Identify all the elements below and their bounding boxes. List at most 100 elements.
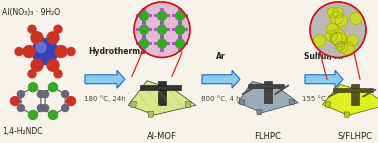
Circle shape bbox=[310, 2, 366, 57]
Text: 1,4-H₂NDC: 1,4-H₂NDC bbox=[2, 127, 42, 136]
Polygon shape bbox=[130, 102, 136, 108]
Circle shape bbox=[341, 42, 355, 55]
Circle shape bbox=[158, 11, 166, 20]
Circle shape bbox=[28, 25, 36, 33]
Circle shape bbox=[335, 15, 347, 27]
Polygon shape bbox=[344, 112, 350, 117]
Text: Al(NO₃)₃ · 9H₂O: Al(NO₃)₃ · 9H₂O bbox=[2, 8, 60, 17]
Circle shape bbox=[62, 91, 69, 98]
Text: Al-MOF: Al-MOF bbox=[147, 132, 177, 141]
Circle shape bbox=[37, 105, 44, 112]
Circle shape bbox=[42, 91, 49, 98]
Circle shape bbox=[139, 39, 149, 48]
Circle shape bbox=[134, 2, 190, 57]
Polygon shape bbox=[202, 70, 240, 88]
Circle shape bbox=[28, 70, 36, 78]
Circle shape bbox=[28, 111, 37, 119]
Circle shape bbox=[36, 43, 46, 52]
Circle shape bbox=[333, 7, 343, 18]
Polygon shape bbox=[185, 102, 191, 108]
Circle shape bbox=[347, 35, 358, 46]
Polygon shape bbox=[160, 36, 164, 51]
Circle shape bbox=[42, 105, 49, 112]
Polygon shape bbox=[178, 36, 182, 51]
Polygon shape bbox=[172, 42, 188, 45]
Polygon shape bbox=[305, 70, 343, 88]
Circle shape bbox=[50, 84, 56, 91]
Circle shape bbox=[337, 42, 348, 53]
Circle shape bbox=[47, 59, 59, 71]
Polygon shape bbox=[178, 22, 182, 38]
Circle shape bbox=[332, 32, 346, 47]
Text: 800 °C, 4 h: 800 °C, 4 h bbox=[201, 95, 241, 102]
Circle shape bbox=[158, 25, 166, 34]
Circle shape bbox=[28, 83, 37, 92]
Polygon shape bbox=[248, 84, 284, 88]
Circle shape bbox=[54, 25, 62, 33]
Circle shape bbox=[67, 97, 76, 106]
Circle shape bbox=[17, 105, 24, 112]
Polygon shape bbox=[322, 84, 378, 115]
Circle shape bbox=[326, 30, 338, 42]
Polygon shape bbox=[154, 14, 170, 17]
Text: 180 °C, 24h: 180 °C, 24h bbox=[84, 95, 126, 102]
Circle shape bbox=[313, 35, 325, 47]
Circle shape bbox=[327, 7, 338, 18]
Circle shape bbox=[67, 48, 75, 55]
Polygon shape bbox=[128, 81, 196, 115]
Circle shape bbox=[48, 111, 57, 119]
Polygon shape bbox=[85, 70, 125, 88]
Polygon shape bbox=[172, 28, 188, 31]
Circle shape bbox=[175, 39, 184, 48]
Circle shape bbox=[335, 41, 345, 51]
Text: Hydrothermal: Hydrothermal bbox=[88, 47, 148, 56]
Polygon shape bbox=[289, 100, 294, 105]
Text: S/FLHPC: S/FLHPC bbox=[338, 132, 372, 141]
Circle shape bbox=[23, 46, 35, 57]
Circle shape bbox=[158, 39, 166, 48]
Circle shape bbox=[31, 32, 43, 44]
Circle shape bbox=[54, 70, 62, 78]
Polygon shape bbox=[160, 22, 164, 38]
Polygon shape bbox=[172, 14, 188, 17]
Circle shape bbox=[32, 39, 58, 64]
Circle shape bbox=[62, 105, 69, 112]
Polygon shape bbox=[142, 22, 146, 38]
Circle shape bbox=[37, 91, 44, 98]
Polygon shape bbox=[154, 28, 170, 31]
Polygon shape bbox=[136, 14, 152, 17]
Circle shape bbox=[327, 23, 338, 35]
Polygon shape bbox=[264, 81, 272, 103]
Polygon shape bbox=[325, 102, 330, 107]
Circle shape bbox=[31, 59, 43, 71]
Polygon shape bbox=[142, 8, 146, 24]
Circle shape bbox=[175, 11, 184, 20]
Polygon shape bbox=[351, 84, 359, 105]
Polygon shape bbox=[158, 81, 166, 105]
Polygon shape bbox=[136, 28, 152, 31]
Circle shape bbox=[29, 112, 37, 118]
Circle shape bbox=[11, 97, 20, 106]
Polygon shape bbox=[238, 81, 298, 113]
Circle shape bbox=[55, 46, 67, 57]
Polygon shape bbox=[239, 100, 245, 105]
Polygon shape bbox=[178, 8, 182, 24]
Circle shape bbox=[15, 48, 23, 55]
Circle shape bbox=[330, 12, 343, 24]
Circle shape bbox=[17, 91, 24, 98]
Text: FLHPC: FLHPC bbox=[254, 132, 282, 141]
Polygon shape bbox=[139, 85, 181, 90]
Circle shape bbox=[175, 25, 184, 34]
Polygon shape bbox=[148, 111, 154, 117]
Circle shape bbox=[47, 32, 59, 44]
Text: Sulfur, Ar: Sulfur, Ar bbox=[304, 52, 344, 61]
Circle shape bbox=[330, 29, 346, 45]
Text: Ar: Ar bbox=[216, 52, 226, 61]
Circle shape bbox=[330, 32, 342, 44]
Polygon shape bbox=[136, 42, 152, 45]
Polygon shape bbox=[160, 8, 164, 24]
Circle shape bbox=[48, 83, 57, 92]
Circle shape bbox=[50, 112, 56, 118]
Circle shape bbox=[350, 12, 362, 25]
Polygon shape bbox=[333, 88, 373, 92]
